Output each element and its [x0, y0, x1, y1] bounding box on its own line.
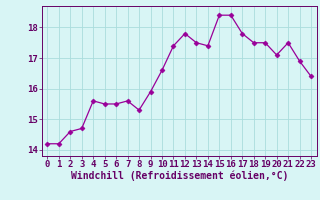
X-axis label: Windchill (Refroidissement éolien,°C): Windchill (Refroidissement éolien,°C) [70, 171, 288, 181]
